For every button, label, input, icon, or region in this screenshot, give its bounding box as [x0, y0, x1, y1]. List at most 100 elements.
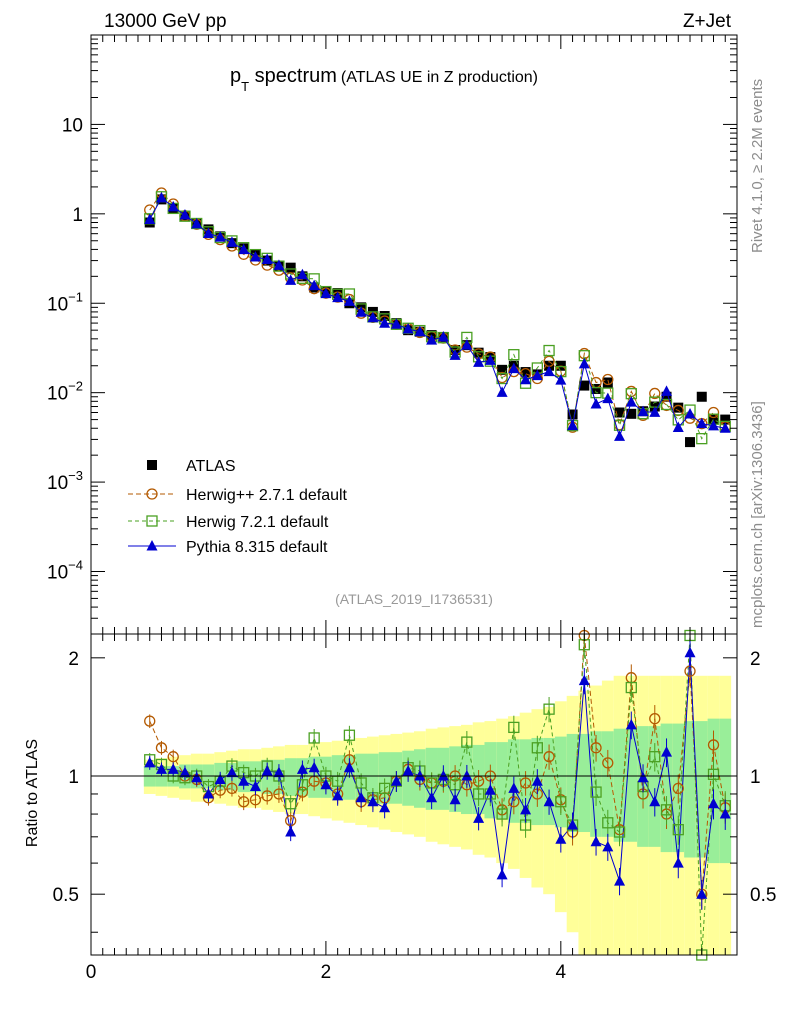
ratio-series-point: [238, 796, 250, 808]
x-tick-label: 0: [86, 962, 97, 983]
ratio-series-point: [426, 791, 438, 803]
main-series-point: [508, 349, 520, 361]
ratio-series-point: [519, 777, 532, 789]
ratio-series-point: [261, 790, 273, 802]
ratio-series-point: [167, 751, 179, 763]
main-series-point: [696, 433, 708, 445]
ratio-series-point: [167, 763, 179, 774]
main-series-point: [625, 396, 637, 407]
ratio-series-point: [332, 789, 344, 801]
main-series-point: [426, 334, 438, 345]
ratio-series-point: [496, 808, 508, 820]
ratio-series-point: [296, 763, 308, 774]
main-series-point: [567, 419, 579, 431]
band-inner-bin: [625, 728, 638, 842]
band-inner-bin: [367, 753, 379, 802]
ratio-series-point: [273, 788, 285, 800]
analysis-id-label: (ATLAS_2019_I1736531): [335, 591, 493, 607]
ratio-series-point: [473, 812, 485, 823]
main-series-point: [379, 317, 391, 328]
legend-marker: [146, 540, 158, 551]
atlas-data-point: [673, 402, 684, 413]
ratio-series-point: [437, 770, 449, 781]
ratio-series-point: [707, 739, 720, 751]
ratio-series-point: [414, 770, 426, 781]
main-series-point: [543, 344, 555, 357]
ratio-series-point: [625, 681, 637, 694]
main-series-point: [707, 406, 720, 419]
ratio-series-point: [672, 824, 684, 836]
main-series-point: [496, 386, 508, 397]
ratio-series-point: [214, 773, 226, 784]
atlas-data-point: [614, 407, 625, 418]
ratio-y-tick-label: 1: [68, 767, 79, 788]
main-series-point: [402, 323, 414, 334]
band-inner-bin: [613, 728, 626, 842]
legend-label: Herwig 7.2.1 default: [186, 514, 329, 531]
ratio-series-point: [602, 840, 614, 852]
main-series-point: [273, 259, 285, 270]
main-data-points: [144, 187, 731, 448]
ratio-series-point: [672, 782, 684, 795]
ratio-series-point: [273, 766, 285, 778]
ratio-series-point: [155, 763, 167, 774]
ratio-series-point: [567, 819, 579, 830]
ratio-series-point: [602, 817, 614, 829]
main-y-tick-label: 10−4: [47, 558, 83, 584]
ratio-series-point: [461, 736, 473, 748]
main-series-point: [191, 217, 203, 229]
legend-marker: [146, 488, 158, 500]
ratio-series-point: [285, 798, 297, 810]
ratio-series-point: [661, 746, 673, 757]
rivet-version-label: Rivet 4.1.0, ≥ 2.2M events: [749, 79, 766, 253]
atlas-data-point: [591, 383, 602, 394]
ratio-series-point: [484, 784, 496, 795]
ratio-series-point: [179, 766, 191, 778]
main-series-point: [614, 430, 626, 441]
ratio-series-point: [543, 703, 555, 715]
atlas-data-point: [708, 414, 719, 425]
ratio-series-point: [555, 796, 567, 808]
ratio-y-tick-label-right: 1: [750, 767, 761, 788]
ratio-series-point: [285, 826, 297, 837]
ratio-series-point: [520, 803, 532, 815]
ratio-series-point: [649, 751, 661, 763]
ratio-series-point: [144, 715, 156, 727]
ratio-series-point: [144, 756, 156, 768]
ratio-series-point: [261, 764, 273, 776]
main-series-point: [684, 408, 696, 419]
ratio-series-point: [531, 775, 543, 786]
main-series-point: [414, 325, 426, 337]
ratio-y-tick-label: 2: [68, 649, 79, 670]
ratio-series-line: [149, 635, 726, 956]
band-inner-bin: [284, 758, 297, 796]
main-series-point: [332, 291, 344, 303]
main-series-point: [508, 362, 520, 374]
main-series-point: [343, 295, 355, 306]
atlas-data-point: [626, 408, 637, 419]
ratio-series-point: [378, 782, 391, 795]
ratio-series-point: [155, 742, 168, 754]
ratio-series-point: [613, 826, 626, 838]
band-inner-bin: [378, 752, 391, 804]
legend-label: Herwig++ 2.7.1 default: [186, 487, 348, 504]
ratio-series-point: [590, 786, 602, 798]
legend: ATLAS Herwig++ 2.7.1 default Herwig 7.2.1 …: [128, 458, 348, 556]
ratio-series-point: [461, 770, 473, 781]
ratio-series-point: [496, 868, 508, 880]
ratio-y-tick-label-right: 0.5: [750, 885, 776, 906]
atlas-data-point: [579, 380, 590, 391]
main-series-point: [531, 369, 543, 381]
atlas-data-point: [696, 391, 707, 402]
main-series-point: [649, 387, 661, 400]
main-series-point: [637, 405, 649, 417]
main-series-point: [437, 330, 449, 342]
ratio-series-point: [343, 761, 355, 773]
ratio-series-point: [508, 782, 520, 793]
main-series-point: [226, 236, 238, 247]
main-series-point: [367, 311, 379, 323]
main-series-point: [320, 287, 332, 299]
main-series-point: [484, 354, 496, 365]
ratio-series-point: [660, 804, 673, 816]
band-inner-bin: [648, 726, 661, 847]
